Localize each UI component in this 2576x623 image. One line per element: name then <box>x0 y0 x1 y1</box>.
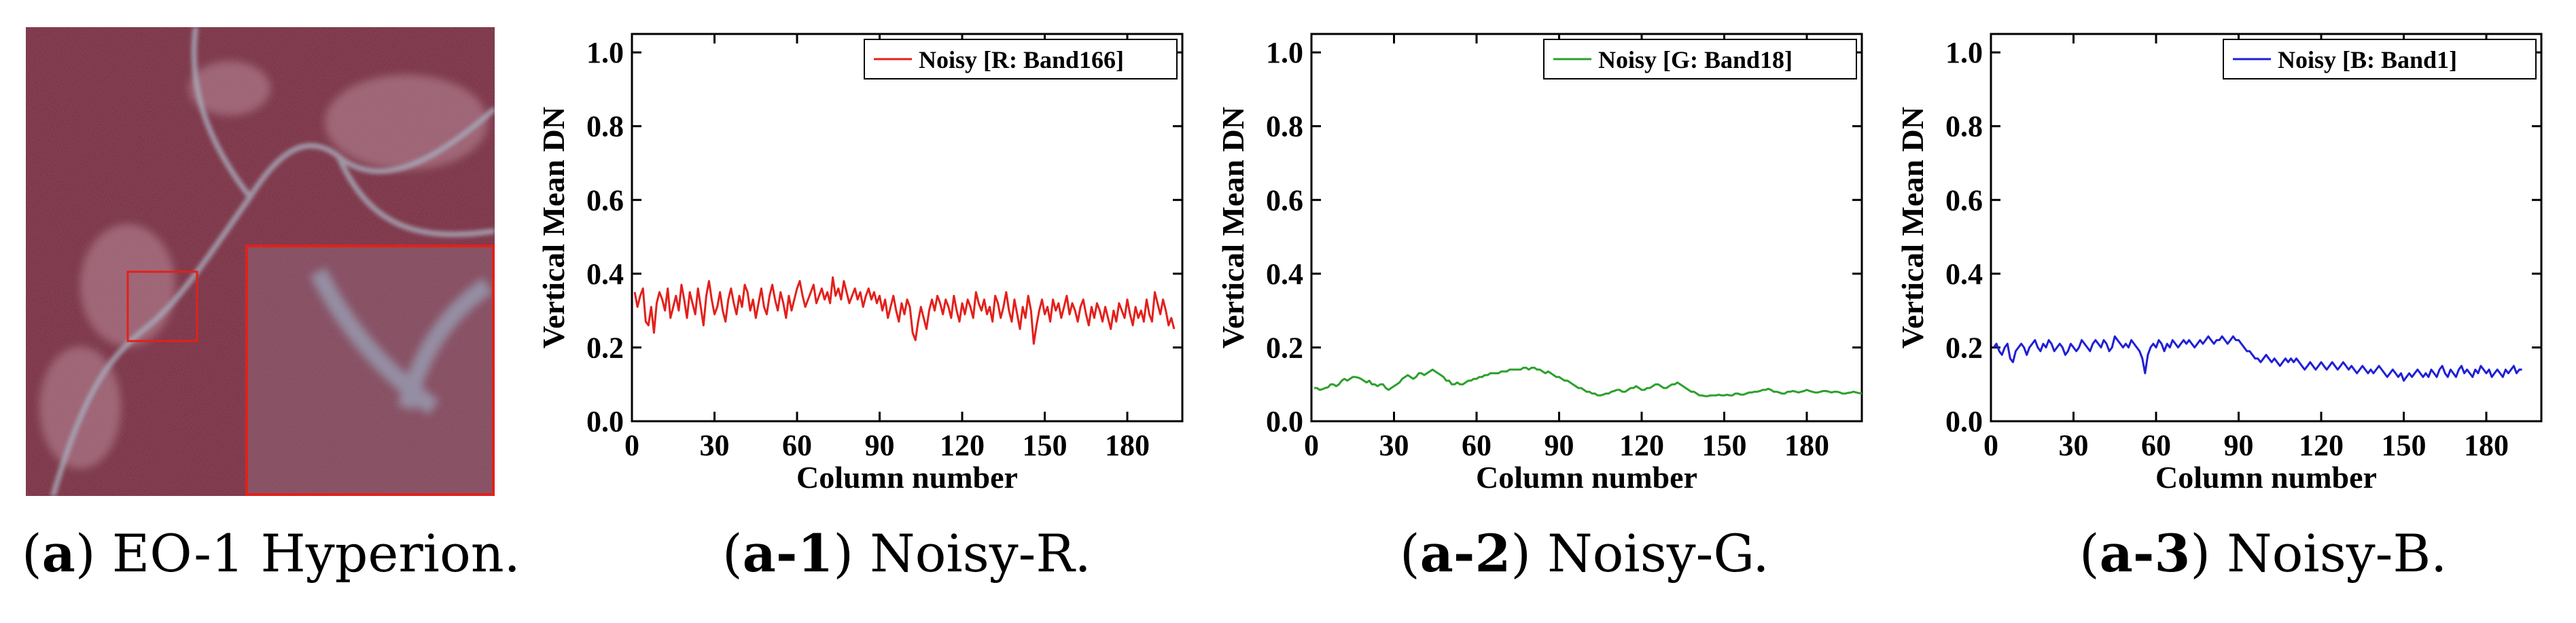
caption-a-3: (a-3) Noisy-B. <box>2079 523 2447 584</box>
plot-frame <box>631 33 1184 423</box>
y-tick-label: 0.6 <box>1945 183 1983 217</box>
y-tick-label: 0.8 <box>586 110 624 143</box>
x-tick-label: 90 <box>2224 429 2254 462</box>
y-tick-label: 0.0 <box>1266 405 1303 438</box>
y-tick-label: 0.6 <box>586 183 624 217</box>
chart-noisy-b: 0.0 0.2 0.4 0.6 0.8 1.0 0 30 60 90 120 150 180 Column… <box>1895 33 2543 495</box>
caption-a1-prefix: ( <box>722 523 743 584</box>
x-tick-label: 90 <box>865 429 895 462</box>
chart-noisy-g: 0.0 0.2 0.4 0.6 0.8 1.0 0 30 60 90 120 150 180 Column… <box>1216 33 1863 495</box>
x-tick-label: 0 <box>624 429 639 462</box>
caption-a-2: (a-2) Noisy-G. <box>1400 523 1769 584</box>
y-axis-label: Vertical Mean DN <box>1216 107 1250 349</box>
y-axis-label: Vertical Mean DN <box>1895 107 1930 349</box>
y-axis-label: Vertical Mean DN <box>536 107 571 349</box>
legend-box <box>864 39 1178 79</box>
panel-chart-r: 0.0 0.2 0.4 0.6 0.8 1.0 0 30 60 90 120 150 180 Column… <box>530 0 1210 623</box>
x-tick-label: 30 <box>1379 429 1409 462</box>
caption-a-suffix: ) EO-1 Hyperion. <box>75 523 521 584</box>
x-tick-label: 150 <box>1023 429 1068 462</box>
x-tick-label: 120 <box>2299 429 2344 462</box>
x-tick-label: 120 <box>940 429 985 462</box>
y-tick-label: 0.4 <box>1266 257 1303 291</box>
legend-label: Noisy [G: Band18] <box>1598 46 1793 73</box>
legend-box <box>1543 39 1857 79</box>
y-tick-label: 1.0 <box>1266 36 1303 69</box>
caption-a1-id: a-1 <box>742 523 834 584</box>
plot-frame <box>1310 33 1863 423</box>
series-line <box>1992 335 2522 382</box>
caption-a1-suffix: ) Noisy-R. <box>833 523 1091 584</box>
caption-a3-suffix: ) Noisy-B. <box>2190 523 2448 584</box>
x-tick-label: 150 <box>1702 429 1747 462</box>
x-axis-label: Column number <box>2155 460 2377 495</box>
caption-a-1: (a-1) Noisy-R. <box>722 523 1091 584</box>
x-tick-label: 60 <box>1462 429 1492 462</box>
x-tick-label: 30 <box>2059 429 2089 462</box>
legend-box <box>2223 39 2537 79</box>
caption-a2-prefix: ( <box>1400 523 1420 584</box>
legend-label: Noisy [B: Band1] <box>2278 46 2457 73</box>
hyperion-image <box>26 26 497 497</box>
x-axis-label: Column number <box>1476 460 1697 495</box>
y-tick-label: 0.0 <box>1945 405 1983 438</box>
y-tick-label: 0.6 <box>1266 183 1303 217</box>
panel-chart-g: 0.0 0.2 0.4 0.6 0.8 1.0 0 30 60 90 120 150 180 Column… <box>1210 0 1889 623</box>
caption-a: (a) EO-1 Hyperion. <box>22 523 521 584</box>
x-tick-label: 180 <box>2464 429 2509 462</box>
x-tick-label: 0 <box>1983 429 1998 462</box>
x-tick-label: 180 <box>1105 429 1150 462</box>
caption-a-id: a <box>41 523 75 584</box>
x-tick-label: 120 <box>1619 429 1664 462</box>
x-tick-label: 150 <box>2382 429 2427 462</box>
chart-noisy-r: 0.0 0.2 0.4 0.6 0.8 1.0 0 30 60 90 120 150 180 Column… <box>536 33 1184 495</box>
x-tick-label: 0 <box>1304 429 1319 462</box>
zoom-source-box <box>126 270 198 342</box>
y-tick-label: 0.4 <box>1945 257 1983 291</box>
series-line <box>633 276 1176 345</box>
y-tick-label: 0.0 <box>586 405 624 438</box>
panel-photo: (a) EO-1 Hyperion. <box>0 0 530 623</box>
y-tick-label: 1.0 <box>586 36 624 69</box>
x-tick-label: 180 <box>1784 429 1829 462</box>
x-tick-label: 30 <box>700 429 730 462</box>
caption-a-prefix: ( <box>22 523 42 584</box>
zoom-inset <box>245 245 495 496</box>
hyperion-image-svg <box>26 26 497 497</box>
y-tick-label: 0.4 <box>586 257 624 291</box>
x-tick-label: 60 <box>782 429 812 462</box>
caption-a3-prefix: ( <box>2079 523 2100 584</box>
panel-chart-b: 0.0 0.2 0.4 0.6 0.8 1.0 0 30 60 90 120 150 180 Column… <box>1889 0 2569 623</box>
y-tick-label: 0.2 <box>1266 331 1303 364</box>
x-tick-label: 90 <box>1545 429 1574 462</box>
legend-label: Noisy [R: Band166] <box>919 46 1124 73</box>
y-tick-label: 1.0 <box>1945 36 1983 69</box>
caption-a3-id: a-3 <box>2099 523 2191 584</box>
plot-frame <box>1990 33 2543 423</box>
y-tick-label: 0.2 <box>1945 331 1983 364</box>
series-line <box>1314 366 1863 397</box>
y-tick-label: 0.2 <box>586 331 624 364</box>
caption-a2-id: a-2 <box>1419 523 1511 584</box>
x-axis-label: Column number <box>796 460 1018 495</box>
y-tick-label: 0.8 <box>1266 110 1303 143</box>
x-tick-label: 60 <box>2141 429 2171 462</box>
y-tick-label: 0.8 <box>1945 110 1983 143</box>
caption-a2-suffix: ) Noisy-G. <box>1511 523 1769 584</box>
